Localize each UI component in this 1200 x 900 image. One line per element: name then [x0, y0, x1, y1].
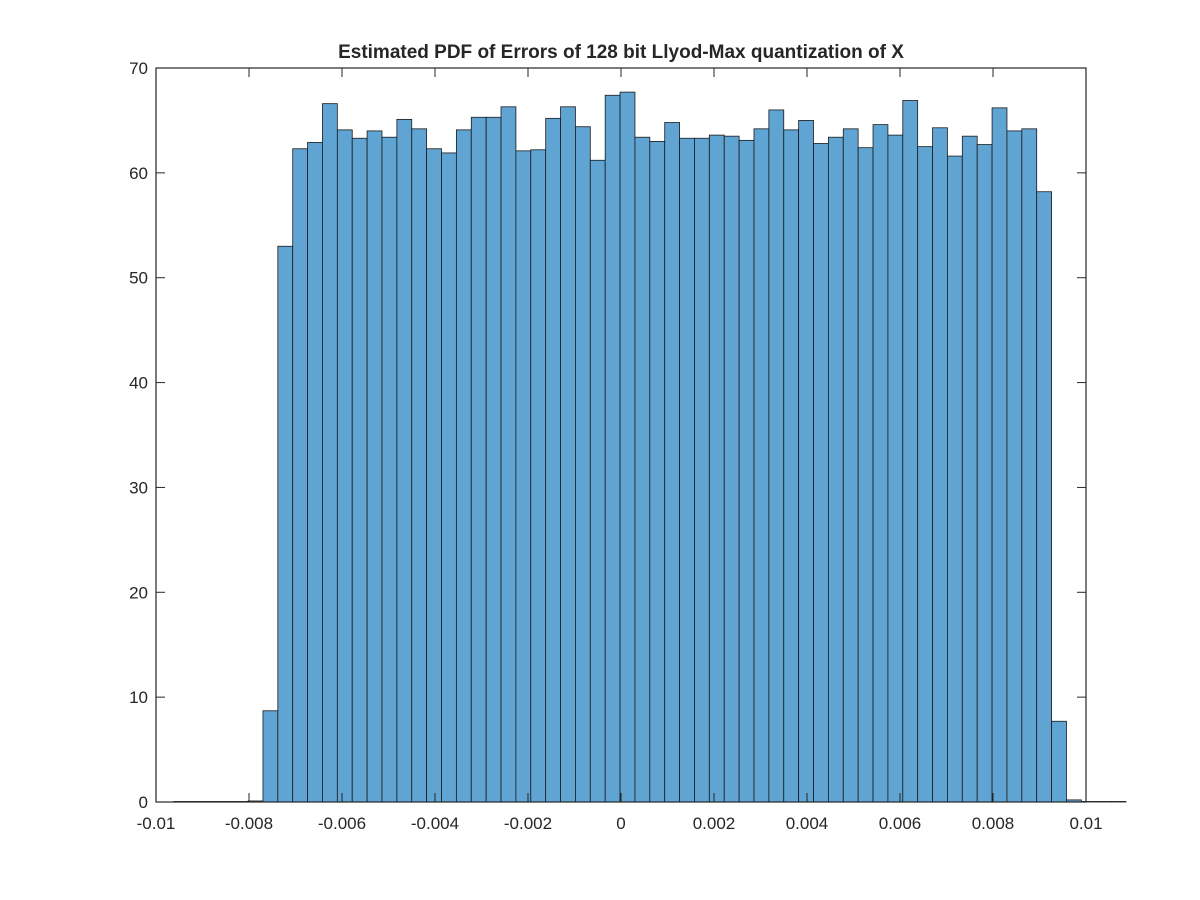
x-tick-label: -0.006	[318, 814, 366, 833]
histogram-bar	[336, 129, 353, 803]
y-tick-label: 10	[129, 688, 148, 707]
histogram-bar	[708, 134, 725, 803]
x-tick-label: -0.002	[504, 814, 552, 833]
histogram-bar	[262, 710, 279, 803]
histogram-bar	[485, 116, 502, 803]
histogram-bar	[783, 129, 800, 803]
histogram-bar	[1036, 191, 1052, 803]
histogram-bar	[500, 106, 517, 803]
histogram-bar	[307, 142, 323, 803]
histogram-bar	[530, 149, 547, 803]
histogram-bar	[902, 100, 919, 803]
histogram-bar	[1051, 720, 1067, 803]
histogram-bar	[604, 94, 621, 803]
x-tick-label: -0.004	[411, 814, 459, 833]
histogram-bar	[470, 116, 487, 803]
histogram-bar	[589, 159, 606, 803]
histogram-bar	[619, 91, 636, 803]
histogram-bar	[1095, 801, 1112, 803]
axes-box	[155, 67, 1087, 803]
histogram-bar	[515, 150, 532, 803]
histogram-bar	[634, 136, 651, 803]
histogram-bar	[277, 245, 294, 803]
histogram-bar	[545, 117, 561, 803]
histogram-bar	[887, 134, 904, 803]
y-tick-label: 70	[129, 59, 148, 78]
y-tick-label: 50	[129, 269, 148, 288]
y-tick-label: 60	[129, 164, 148, 183]
histogram-bars	[173, 91, 1127, 803]
histogram-bar	[813, 143, 829, 803]
histogram-bar	[827, 136, 844, 803]
histogram-bar	[872, 124, 889, 803]
y-tick-label: 40	[129, 374, 148, 393]
histogram-bar	[664, 122, 680, 803]
histogram-bar	[396, 118, 413, 803]
histogram-bar	[455, 129, 472, 803]
histogram-bar	[932, 127, 948, 803]
y-tick-label: 20	[129, 583, 148, 602]
histogram-bar	[1006, 130, 1023, 803]
histogram-bar	[441, 152, 457, 803]
histogram-bar	[991, 107, 1008, 803]
axis-ticks	[155, 67, 1087, 803]
histogram-bar	[351, 137, 368, 803]
histogram-bar	[947, 155, 963, 803]
y-tick-label: 30	[129, 478, 148, 497]
histogram-bar	[411, 128, 428, 803]
histogram-bar	[366, 130, 383, 803]
histogram-bar	[1021, 128, 1038, 803]
histogram-bar	[753, 128, 770, 803]
histogram-bar	[292, 148, 308, 803]
histogram-bar	[961, 135, 978, 803]
x-tick-labels: -0.01 -0.008 -0.006 -0.004 -0.002 0 0.002 0.004…	[137, 814, 1103, 833]
histogram-bar	[694, 137, 710, 803]
x-tick-label: 0.01	[1069, 814, 1102, 833]
histogram-bar	[381, 136, 398, 803]
histogram-bar	[426, 148, 442, 803]
histogram-bar	[1110, 801, 1127, 803]
histogram-bar	[723, 135, 740, 803]
histogram-bar	[560, 106, 576, 803]
x-tick-label: 0.004	[786, 814, 829, 833]
x-tick-label: 0.006	[879, 814, 922, 833]
x-tick-label: 0.008	[972, 814, 1015, 833]
histogram-bar	[575, 126, 591, 803]
y-tick-labels: 0 10 20 30 40 50 60 70	[129, 59, 148, 812]
histogram-bar	[798, 120, 814, 803]
histogram-bar	[649, 140, 666, 803]
histogram-bar	[917, 146, 933, 803]
chart-title: Estimated PDF of Errors of 128 bit Llyod…	[338, 42, 904, 63]
histogram-bar	[322, 103, 338, 803]
y-tick-label: 0	[139, 793, 148, 812]
histogram-bar	[842, 128, 859, 803]
x-tick-label: 0.002	[693, 814, 736, 833]
histogram-bar	[738, 139, 755, 803]
histogram-bar	[976, 144, 993, 803]
histogram-bar	[768, 109, 785, 803]
x-tick-label: 0	[616, 814, 625, 833]
x-tick-label: -0.01	[137, 814, 176, 833]
histogram-bar	[679, 137, 695, 803]
histogram-bar	[857, 147, 874, 803]
x-tick-label: -0.008	[225, 814, 273, 833]
